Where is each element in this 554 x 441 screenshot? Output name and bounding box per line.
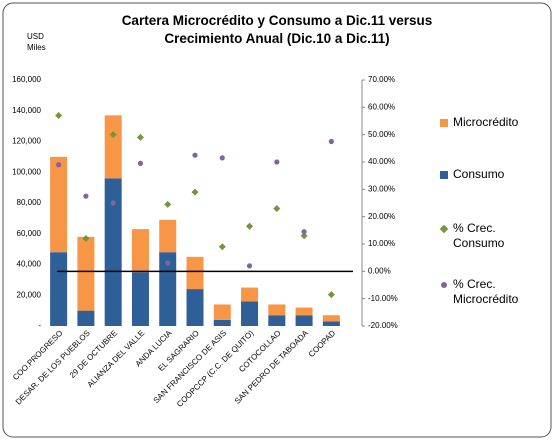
scatter-point	[192, 152, 198, 158]
bar-segment	[104, 178, 122, 326]
scatter-point	[301, 229, 307, 235]
scatter-point	[191, 188, 199, 196]
scatter-point	[246, 222, 254, 230]
bar-segment	[131, 272, 149, 326]
legend-item: Consumo	[440, 167, 540, 182]
y2-tick-label: 50.00%	[368, 130, 395, 139]
scatter-point	[219, 155, 225, 161]
y-tick-label: 40,000	[17, 260, 42, 269]
scatter-point	[110, 200, 116, 206]
y2-tick-label: -10.00%	[368, 294, 398, 303]
legend-item: % Crec. Microcrédito	[440, 277, 540, 307]
bar-segment	[131, 229, 149, 273]
legend-swatch	[441, 282, 447, 288]
bar-segment	[322, 321, 340, 326]
bar-segment	[159, 219, 177, 253]
y-tick-label: 60,000	[17, 229, 42, 238]
y2-tick-label: 60.00%	[368, 102, 395, 111]
bar-segment	[268, 315, 286, 326]
scatter-point	[136, 133, 144, 141]
y-tick-label: -	[38, 321, 41, 330]
y-tick-label: 120,000	[12, 137, 41, 146]
bar-segment	[295, 307, 313, 316]
bar-segment	[322, 315, 340, 322]
y2-tick-label: 30.00%	[368, 184, 395, 193]
y-tick-label: 80,000	[17, 198, 42, 207]
bar-segment	[295, 315, 313, 326]
y2-tick-label: 10.00%	[368, 239, 395, 248]
scatter-point	[327, 291, 335, 299]
scatter-point	[274, 159, 280, 165]
y2-tick-label: -20.00%	[368, 321, 398, 330]
scatter-point	[273, 204, 281, 212]
y-axis-label: USD Miles	[27, 32, 46, 52]
scatter-point	[218, 243, 226, 251]
bar-segment	[77, 236, 95, 311]
legend-item: % Crec. Consumo	[439, 221, 540, 251]
legend-label: Consumo	[453, 167, 505, 181]
bar-segment	[186, 256, 204, 290]
y-tick-label: 160,000	[12, 75, 41, 84]
scatter-point	[137, 160, 144, 166]
scatter-point	[109, 131, 117, 139]
legend-swatch	[440, 119, 448, 127]
legend-item: Microcrédito	[440, 115, 540, 130]
y2-tick-label: 70.00%	[368, 75, 395, 84]
bar-segment	[186, 289, 204, 326]
scatter-point	[300, 232, 308, 240]
bar-segment	[241, 301, 259, 326]
y-tick-label: 100,000	[12, 167, 41, 176]
bar-segment	[50, 252, 68, 326]
scatter-point	[56, 162, 62, 168]
legend-swatch	[440, 171, 448, 179]
legend-label: Microcrédito	[453, 115, 519, 129]
legend-label: % Crec. Consumo	[453, 221, 505, 250]
y-tick-label: 140,000	[12, 106, 41, 115]
bar-segment	[213, 319, 231, 326]
scatter-point	[164, 200, 172, 208]
bar-segment	[104, 115, 122, 179]
y-tick-label: 20,000	[17, 290, 42, 299]
chart-title: Cartera Microcrédito y Consumo a Dic.11 …	[121, 13, 433, 46]
bar-segment	[77, 310, 95, 326]
legend-label: % Crec. Microcrédito	[453, 277, 519, 306]
y2-tick-label: 20.00%	[368, 212, 395, 221]
scatter-point	[246, 263, 253, 269]
scatter-point	[55, 112, 63, 120]
bar-segment	[213, 304, 231, 320]
bar-segment	[268, 304, 286, 316]
scatter-point	[328, 138, 334, 145]
bar-segment	[241, 287, 259, 302]
bar-segment	[50, 156, 68, 253]
y2-tick-label: 40.00%	[368, 157, 395, 166]
scatter-point	[165, 260, 171, 266]
y2-tick-label: 0.00%	[368, 266, 391, 275]
scatter-point	[83, 193, 89, 199]
scatter-point	[82, 235, 90, 243]
